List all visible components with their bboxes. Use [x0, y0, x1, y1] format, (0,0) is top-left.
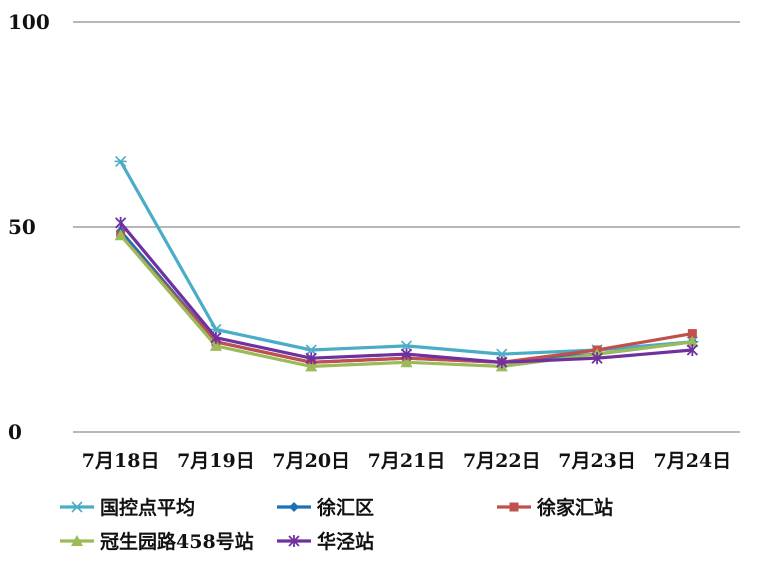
- plot-area: [114, 155, 699, 372]
- data-point: [686, 335, 699, 347]
- series-line: [119, 221, 693, 364]
- x-tick-label: 7月21日: [368, 450, 446, 472]
- x-tick-label: 7月18日: [82, 450, 160, 472]
- x-tick-label: 7月23日: [558, 450, 636, 472]
- data-point: [591, 352, 603, 365]
- legend-item: 冠生园路458号站: [60, 530, 254, 553]
- data-point: [115, 216, 127, 229]
- data-point: [71, 535, 83, 546]
- data-point: [114, 229, 127, 241]
- data-point: [305, 344, 318, 356]
- legend-label: 徐汇区: [316, 496, 374, 519]
- data-point: [400, 356, 413, 368]
- data-point: [687, 329, 697, 339]
- legend-label: 国控点平均: [100, 496, 195, 519]
- series-line: [119, 230, 693, 364]
- legend-item: 徐家汇站: [497, 496, 613, 519]
- data-point: [210, 331, 222, 344]
- series-4: [115, 216, 698, 369]
- legend-item: 国控点平均: [60, 496, 195, 519]
- data-point: [686, 344, 698, 356]
- data-point: [71, 501, 83, 513]
- y-tick-label: 0: [8, 420, 22, 444]
- x-tick-label: 7月19日: [177, 450, 255, 472]
- data-point: [288, 535, 300, 547]
- gridlines: [73, 21, 740, 433]
- data-point: [509, 502, 519, 512]
- legend-item: 徐汇区: [277, 496, 374, 519]
- x-tick-label: 7月20日: [272, 450, 350, 472]
- x-tick-label: 7月22日: [463, 450, 541, 472]
- data-point: [305, 360, 318, 372]
- legend-label: 华泾站: [317, 530, 374, 553]
- data-point: [289, 502, 299, 512]
- legend-item: 华泾站: [277, 530, 374, 553]
- series-line: [119, 234, 693, 364]
- data-point: [400, 348, 413, 361]
- data-point: [495, 348, 508, 360]
- data-point: [496, 356, 508, 369]
- x-tick-label: 7月24日: [654, 450, 732, 472]
- data-point: [209, 339, 222, 351]
- data-point: [400, 340, 413, 352]
- data-point: [305, 352, 317, 365]
- y-tick-label: 100: [8, 10, 50, 34]
- y-axis: 0 50 100: [8, 10, 50, 444]
- legend-label: 徐家汇站: [536, 496, 613, 519]
- legend-label: 冠生园路458号站: [100, 530, 254, 553]
- y-tick-label: 50: [8, 215, 36, 239]
- x-axis: 7月18日 7月19日 7月20日 7月21日 7月22日 7月23日 7月24日: [82, 450, 731, 472]
- data-point: [114, 155, 127, 167]
